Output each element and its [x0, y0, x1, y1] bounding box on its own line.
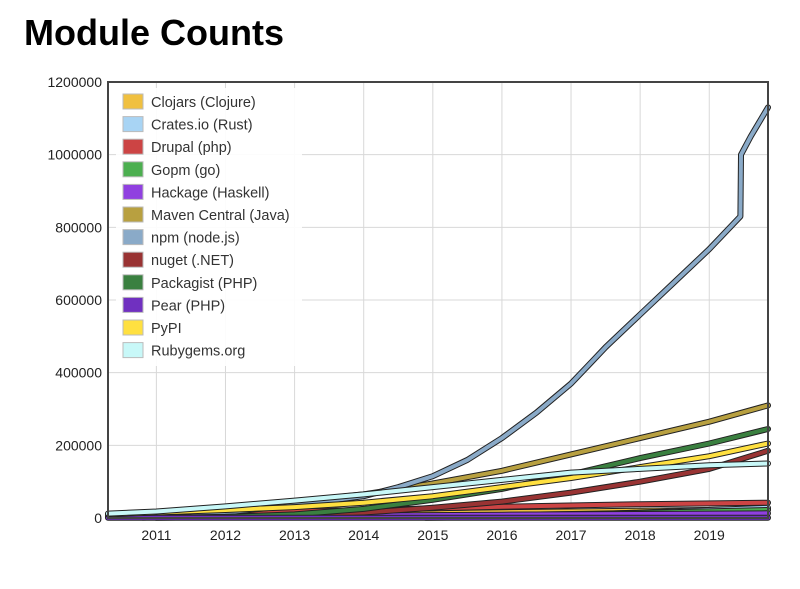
legend: Clojars (Clojure) Crates.io (Rust) Drupal …	[116, 88, 302, 366]
x-tick-label: 2013	[279, 527, 310, 543]
legend-label: Packagist (PHP)	[151, 276, 257, 292]
x-tick-label: 2014	[348, 527, 379, 543]
legend-label: Crates.io (Rust)	[151, 118, 253, 134]
y-axis-ticks: 0 200000 400000 600000 800000 1000000 1200000	[47, 74, 102, 526]
legend-swatch	[122, 319, 144, 336]
x-tick-label: 2015	[417, 527, 448, 543]
legend-swatch	[122, 183, 144, 200]
x-tick-label: 2019	[694, 527, 725, 543]
legend-label: Rubygems.org	[151, 344, 245, 360]
x-tick-label: 2016	[486, 527, 517, 543]
y-tick-label: 200000	[55, 437, 102, 453]
legend-label: PyPI	[151, 321, 182, 337]
y-tick-label: 1000000	[47, 147, 102, 163]
legend-swatch	[122, 138, 144, 155]
legend-label: nuget (.NET)	[151, 253, 234, 269]
legend-label: Pear (PHP)	[151, 298, 225, 314]
y-tick-label: 1200000	[47, 74, 102, 90]
y-tick-label: 600000	[55, 292, 102, 308]
legend-swatch	[122, 116, 144, 133]
y-tick-label: 400000	[55, 365, 102, 381]
legend-swatch	[122, 206, 144, 223]
legend-label: Maven Central (Java)	[151, 208, 290, 224]
x-tick-label: 2018	[625, 527, 656, 543]
chart-title: Module Counts	[24, 12, 284, 53]
legend-swatch	[122, 161, 144, 178]
x-tick-label: 2011	[141, 527, 171, 543]
legend-label: Hackage (Haskell)	[151, 185, 269, 201]
y-tick-label: 0	[94, 510, 102, 526]
legend-swatch	[122, 342, 144, 359]
legend-label: Gopm (go)	[151, 163, 220, 179]
legend-swatch	[122, 93, 144, 110]
legend-swatch	[122, 296, 144, 313]
x-tick-label: 2012	[210, 527, 241, 543]
plot-frame	[107, 81, 769, 519]
legend-swatch	[122, 229, 144, 246]
y-tick-label: 800000	[55, 219, 102, 235]
legend-label: Clojars (Clojure)	[151, 95, 256, 111]
x-tick-label: 2017	[555, 527, 586, 543]
legend-swatch	[122, 251, 144, 268]
x-axis-ticks: 2011 2012 2013 2014 2015 2016 2017 2018 2019	[141, 527, 725, 543]
legend-swatch	[122, 274, 144, 291]
legend-label: npm (node.js)	[151, 231, 240, 247]
legend-box	[116, 88, 302, 366]
legend-label: Drupal (php)	[151, 140, 232, 156]
series-line	[106, 461, 770, 516]
